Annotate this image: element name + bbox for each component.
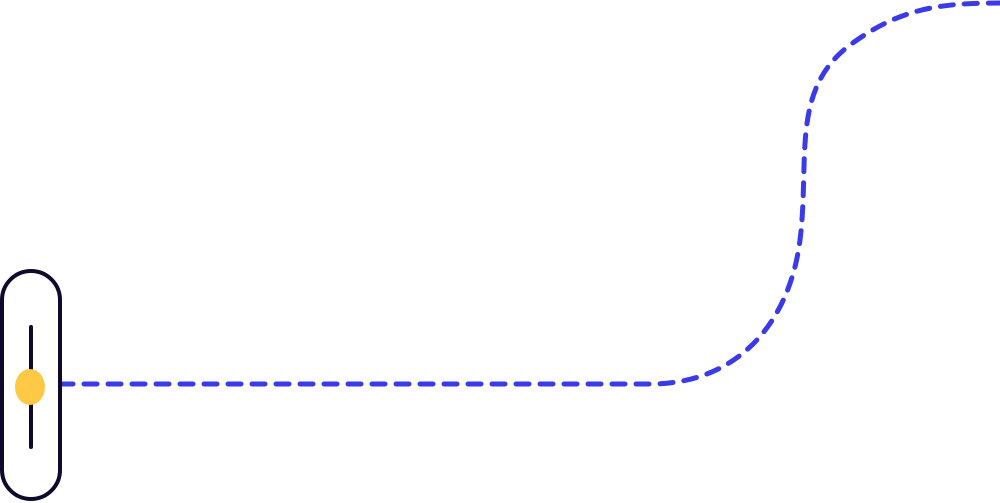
dashed-connector-path <box>57 0 1000 387</box>
handle-dot-icon[interactable] <box>15 369 45 405</box>
